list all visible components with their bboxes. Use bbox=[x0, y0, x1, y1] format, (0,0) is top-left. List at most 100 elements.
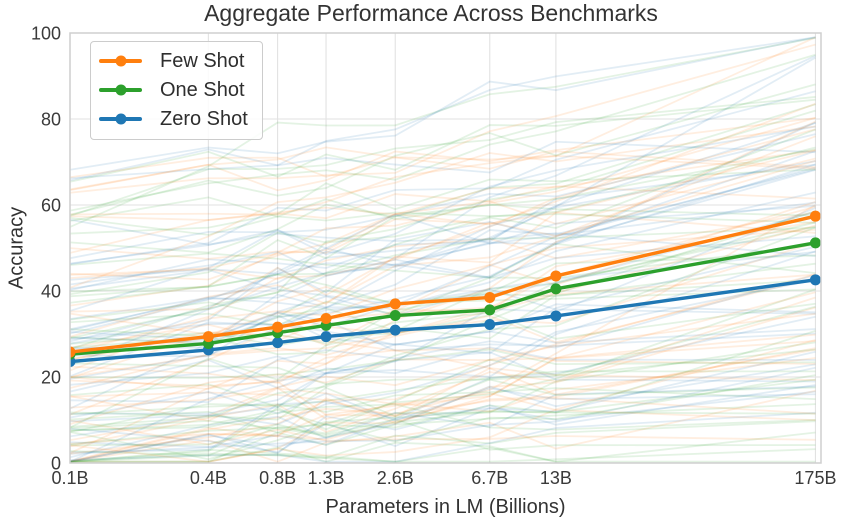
background-line bbox=[70, 168, 816, 235]
background-line bbox=[70, 226, 816, 433]
background-line bbox=[70, 323, 816, 346]
data-point-marker bbox=[809, 274, 821, 286]
background-line bbox=[70, 160, 816, 343]
background-line bbox=[70, 204, 816, 463]
background-line bbox=[70, 348, 816, 455]
background-line bbox=[70, 149, 816, 254]
background-line bbox=[70, 389, 816, 463]
y-tick-label: 80 bbox=[41, 110, 61, 130]
background-line bbox=[70, 120, 816, 454]
background-line bbox=[70, 340, 816, 462]
background-line bbox=[70, 117, 816, 192]
background-line bbox=[70, 125, 816, 312]
data-point-marker bbox=[809, 210, 821, 222]
background-line bbox=[70, 201, 816, 372]
background-line bbox=[70, 140, 816, 182]
x-tick-label: 0.4B bbox=[190, 468, 227, 488]
background-line bbox=[70, 291, 816, 445]
background-line bbox=[70, 211, 816, 236]
series-line-few-shot bbox=[70, 214, 818, 354]
background-line bbox=[70, 403, 816, 432]
background-line bbox=[70, 448, 816, 463]
background-line bbox=[70, 185, 816, 221]
background-line bbox=[70, 420, 816, 459]
background-line bbox=[70, 191, 816, 380]
background-line bbox=[70, 228, 816, 361]
background-line bbox=[70, 387, 816, 422]
data-point-marker bbox=[202, 331, 214, 343]
data-point-marker bbox=[70, 346, 76, 358]
data-point-marker bbox=[550, 283, 562, 295]
background-line bbox=[70, 166, 816, 378]
background-line bbox=[70, 211, 816, 280]
background-line bbox=[70, 56, 816, 332]
y-tick-label: 40 bbox=[41, 282, 61, 302]
background-line bbox=[70, 374, 816, 446]
background-line bbox=[70, 347, 816, 463]
data-point-marker bbox=[484, 304, 496, 316]
background-line bbox=[70, 122, 816, 320]
x-tick-label: 6.7B bbox=[471, 468, 508, 488]
background-line bbox=[70, 411, 816, 463]
background-line bbox=[70, 357, 816, 420]
y-tick-label: 60 bbox=[41, 196, 61, 216]
background-line bbox=[70, 378, 816, 447]
series-lines bbox=[70, 210, 821, 368]
background-line bbox=[70, 330, 816, 463]
background-line bbox=[70, 404, 816, 432]
background-line bbox=[70, 333, 816, 425]
x-tick-label: 13B bbox=[540, 468, 572, 488]
background-line bbox=[70, 150, 816, 345]
background-line bbox=[70, 133, 816, 260]
legend-label-zero-shot: Zero Shot bbox=[160, 108, 248, 130]
background-line bbox=[70, 121, 816, 344]
y-axis-label: Accuracy bbox=[5, 206, 28, 290]
background-line bbox=[70, 279, 816, 429]
background-line bbox=[70, 36, 816, 216]
background-line bbox=[70, 43, 816, 194]
background-line bbox=[70, 346, 816, 393]
data-point-marker bbox=[320, 313, 332, 325]
background-line bbox=[70, 363, 816, 463]
y-tick-label: 20 bbox=[41, 368, 61, 388]
background-line bbox=[70, 296, 816, 448]
background-line bbox=[70, 54, 816, 335]
background-line bbox=[70, 36, 816, 228]
background-line bbox=[70, 207, 816, 463]
background-line bbox=[70, 146, 816, 191]
data-point-marker bbox=[272, 337, 284, 349]
background-line bbox=[70, 109, 816, 350]
x-tick-label: 0.1B bbox=[51, 468, 88, 488]
background-line bbox=[70, 245, 816, 438]
data-point-marker bbox=[272, 321, 284, 333]
x-tick-label: 2.6B bbox=[377, 468, 414, 488]
y-tick-label: 0 bbox=[51, 454, 61, 474]
background-line bbox=[70, 419, 816, 446]
x-tick-label: 1.3B bbox=[308, 468, 345, 488]
background-line bbox=[70, 278, 816, 426]
background-line bbox=[70, 220, 816, 416]
background-line bbox=[70, 116, 816, 307]
x-tick-label: 175B bbox=[794, 468, 836, 488]
data-point-marker bbox=[550, 310, 562, 322]
background-line bbox=[70, 83, 816, 216]
background-line bbox=[70, 387, 816, 416]
background-line bbox=[70, 370, 816, 408]
tick-labels: 0.1B 0.4B 0.8B 1.3B 2.6B 6.7B 13B 175B 0 20 40 60 80… bbox=[31, 24, 837, 489]
background-line bbox=[70, 305, 816, 463]
background-line bbox=[70, 288, 816, 321]
background-line bbox=[70, 218, 816, 257]
background-line bbox=[70, 250, 816, 415]
background-line bbox=[70, 205, 816, 286]
background-line bbox=[70, 418, 816, 451]
background-line bbox=[70, 431, 816, 463]
background-line bbox=[70, 163, 816, 292]
legend-item-zero-shot: Zero Shot bbox=[99, 106, 248, 132]
background-line bbox=[70, 36, 816, 180]
background-line bbox=[70, 211, 816, 260]
background-line bbox=[70, 390, 816, 454]
background-line bbox=[70, 349, 816, 384]
background-line bbox=[70, 348, 816, 421]
